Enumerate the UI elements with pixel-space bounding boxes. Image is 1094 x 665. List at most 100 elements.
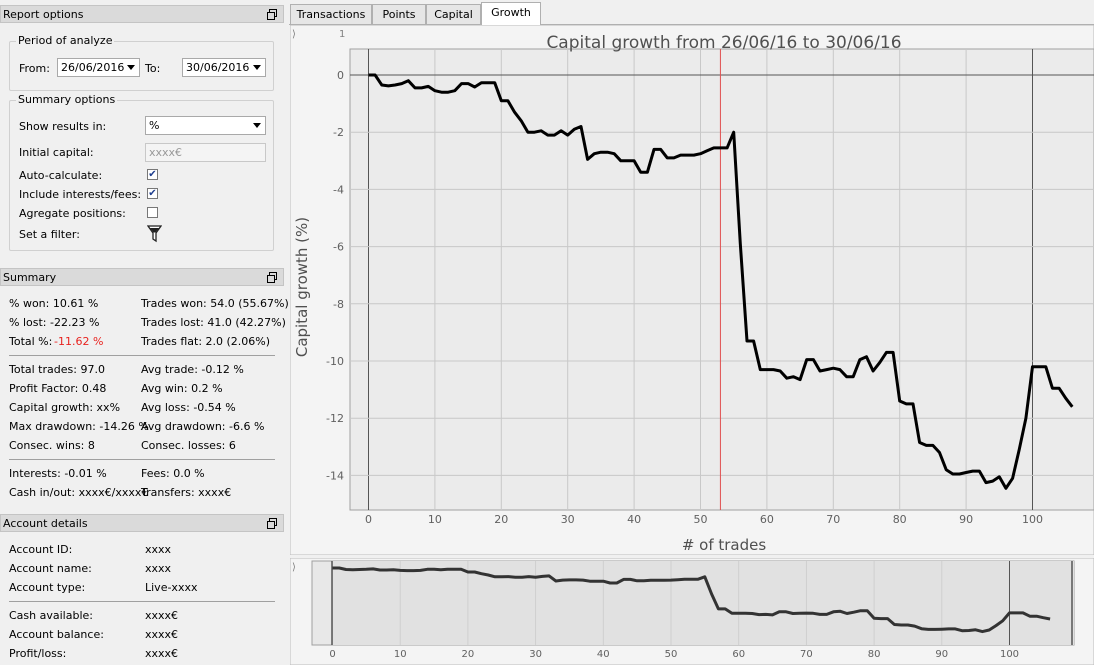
from-label: From: <box>19 62 50 75</box>
x-tick-label: 0 <box>365 513 372 526</box>
account-name-value: xxxx <box>145 562 172 575</box>
capital-growth: Capital growth: xx% <box>9 401 121 414</box>
y-tick-label: -12 <box>326 412 344 425</box>
navigator-tick-label: 20 <box>462 649 475 660</box>
navigator-tick-label: 30 <box>529 649 542 660</box>
tab-transactions[interactable]: Transactions <box>290 4 372 24</box>
x-axis-label: # of trades <box>682 536 767 554</box>
tab-points[interactable]: Points <box>372 4 426 24</box>
chart-title: Capital growth from 26/06/16 to 30/06/16 <box>546 33 901 53</box>
chevron-down-icon <box>253 65 261 70</box>
avg-win: Avg win: 0.2 % <box>141 382 223 395</box>
tab-growth[interactable]: Growth <box>481 2 541 25</box>
period-group-title: Period of analyze <box>16 34 115 47</box>
include-fees-checkbox[interactable]: ✔ <box>147 188 158 199</box>
profit-loss-value: xxxx€ <box>145 647 179 660</box>
y-tick-label: -10 <box>326 355 344 368</box>
initial-capital-input[interactable]: xxxx€ <box>145 143 266 162</box>
x-tick-label: 90 <box>959 513 973 526</box>
y-tick-label: -8 <box>333 298 344 311</box>
profit-loss-label: Profit/loss: <box>9 647 67 660</box>
navigator-tick-label: 70 <box>800 649 813 660</box>
filter-icon[interactable] <box>147 225 162 243</box>
to-date-picker[interactable]: 30/06/2016 <box>182 58 266 77</box>
range-navigator[interactable]: 0 10 20 30 40 50 60 70 80 90 100 ⟩ <box>290 558 1094 665</box>
navigator-tick-label: 0 <box>329 649 335 660</box>
navigator-tick-label: 90 <box>935 649 948 660</box>
tab-label: Transactions <box>296 8 366 21</box>
auto-calc-checkbox[interactable]: ✔ <box>147 169 158 180</box>
show-results-value: % <box>149 119 160 132</box>
range-bracket-icon: ⟩ <box>292 562 296 573</box>
float-window-icon[interactable] <box>267 518 277 529</box>
float-window-icon[interactable] <box>267 9 277 20</box>
avg-drawdown: Avg drawdown: -6.6 % <box>141 420 265 433</box>
trades-won: Trades won: 54.0 (55.67%) <box>141 297 289 310</box>
grid <box>350 49 1094 510</box>
account-divider <box>9 601 275 602</box>
summary-divider <box>9 355 275 356</box>
total-trades: Total trades: 97.0 <box>9 363 105 376</box>
navigator-series-line <box>332 566 1051 634</box>
navigator-tick-label: 60 <box>732 649 745 660</box>
summary-divider <box>9 459 275 460</box>
show-results-select[interactable]: % <box>145 116 266 135</box>
account-name-label: Account name: <box>9 562 92 575</box>
plot-area <box>349 48 1094 511</box>
y-axis-label: Capital growth (%) <box>293 217 311 357</box>
trades-lost: Trades lost: 41.0 (42.27%) <box>141 316 286 329</box>
tab-capital[interactable]: Capital <box>426 4 481 24</box>
navigator-selection[interactable] <box>332 561 1074 645</box>
x-tick-label: 60 <box>760 513 774 526</box>
summary-options-title: Summary options <box>16 93 118 106</box>
navigator-tick-label: 40 <box>597 649 610 660</box>
fees: Fees: 0.0 % <box>141 467 205 480</box>
account-id-value: xxxx <box>145 543 172 556</box>
x-tick-label: 70 <box>826 513 840 526</box>
navigator-tick-label: 100 <box>1000 649 1019 660</box>
from-date-picker[interactable]: 26/06/2016 <box>57 58 140 77</box>
navigator-tick-label: 80 <box>868 649 881 660</box>
y-tick-label: -6 <box>333 241 344 254</box>
auto-calc-label: Auto-calculate: <box>19 169 103 182</box>
avg-loss: Avg loss: -0.54 % <box>141 401 236 414</box>
transfers: Transfers: xxxx€ <box>141 486 232 499</box>
show-results-label: Show results in: <box>19 120 107 133</box>
x-tick-label: 50 <box>694 513 708 526</box>
x-tick-label: 80 <box>893 513 907 526</box>
period-group: Period of analyze From: 26/06/2016 To: 3… <box>9 34 274 91</box>
include-fees-label: Include interests/fees: <box>19 188 142 201</box>
summary-title: Summary <box>3 271 57 284</box>
summary-options-group: Summary options Show results in: % Initi… <box>9 93 274 251</box>
x-tick-label: 30 <box>561 513 575 526</box>
total-pct-label: Total %: <box>9 335 53 348</box>
initial-capital-label: Initial capital: <box>19 146 94 159</box>
cash-available-label: Cash available: <box>9 609 93 622</box>
aggregate-label: Agregate positions: <box>19 207 126 220</box>
profit-factor: Profit Factor: 0.48 <box>9 382 107 395</box>
chevron-down-icon <box>127 65 135 70</box>
float-window-icon[interactable] <box>267 272 277 283</box>
range-bracket-icon: ⟩ <box>292 29 296 40</box>
account-details-title: Account details <box>3 517 88 530</box>
navigator-tick-label: 10 <box>394 649 407 660</box>
y-tick-label: -4 <box>333 183 344 196</box>
x-tick-label: 10 <box>428 513 442 526</box>
filter-label: Set a filter: <box>19 228 80 241</box>
report-options-title: Report options <box>3 8 84 21</box>
to-date-value: 30/06/2016 <box>186 61 250 74</box>
total-pct-value: -11.62 % <box>54 335 104 348</box>
cash-inout: Cash in/out: xxxx€/xxxx€ <box>9 486 149 499</box>
tick-labels: 0 10 20 30 40 50 60 70 80 90 100 0 -2 -4 -6 -8 -10 -12 -14 <box>326 69 1043 526</box>
growth-chart[interactable]: 0 10 20 30 40 50 60 70 80 90 100 0 -2 -4 -6 -8 -10 -12 -14… <box>290 25 1094 555</box>
aggregate-checkbox[interactable] <box>147 207 158 218</box>
account-details-header: Account details <box>0 514 284 532</box>
y-tick-label: -14 <box>326 469 344 482</box>
x-tick-label: 40 <box>627 513 641 526</box>
y-tick-label: -2 <box>333 126 344 139</box>
consec-losses: Consec. losses: 6 <box>141 439 236 452</box>
report-options-header: Report options <box>0 5 284 23</box>
account-balance-label: Account balance: <box>9 628 104 641</box>
chevron-down-icon <box>253 123 261 128</box>
consec-wins: Consec. wins: 8 <box>9 439 95 452</box>
